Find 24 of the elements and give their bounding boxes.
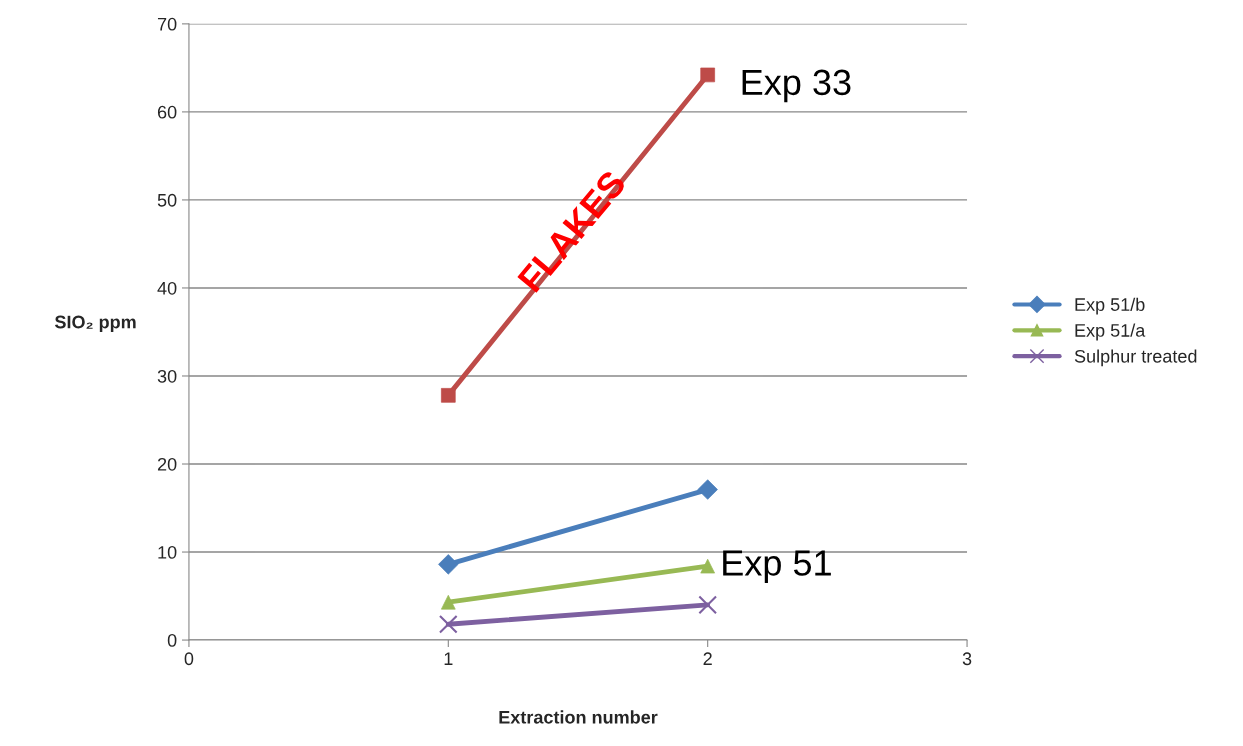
annotation: Exp 51 [723,550,831,583]
y-tick-label: 60 [157,105,177,119]
x-axis-title: Extraction number [499,710,658,724]
y-tick-label: 0 [167,634,177,647]
x-tick-label: 3 [962,652,972,666]
annotation: Exp 33 [742,69,851,103]
y-axis-title: SIO₂ ppm [54,315,136,332]
y-tick-label: 10 [158,545,177,559]
y-tick-label: 70 [157,17,177,31]
y-tick-label: 40 [157,281,177,295]
x-tick-label: 1 [444,652,453,665]
point [698,595,718,615]
x-tick-label: 2 [703,652,712,665]
legend-label: Sulphur treated [1074,349,1197,367]
x-tick-label: 0 [184,652,194,666]
point [441,388,456,403]
point [697,479,718,500]
y-tick-label: 20 [157,457,177,471]
y-tick-label: 50 [157,193,177,207]
y-tick-label: 30 [157,369,177,383]
legend-label: Exp 51/b [1075,297,1145,315]
point [438,614,458,634]
point [700,67,715,83]
legend-label: Exp 51/a [1075,323,1146,341]
